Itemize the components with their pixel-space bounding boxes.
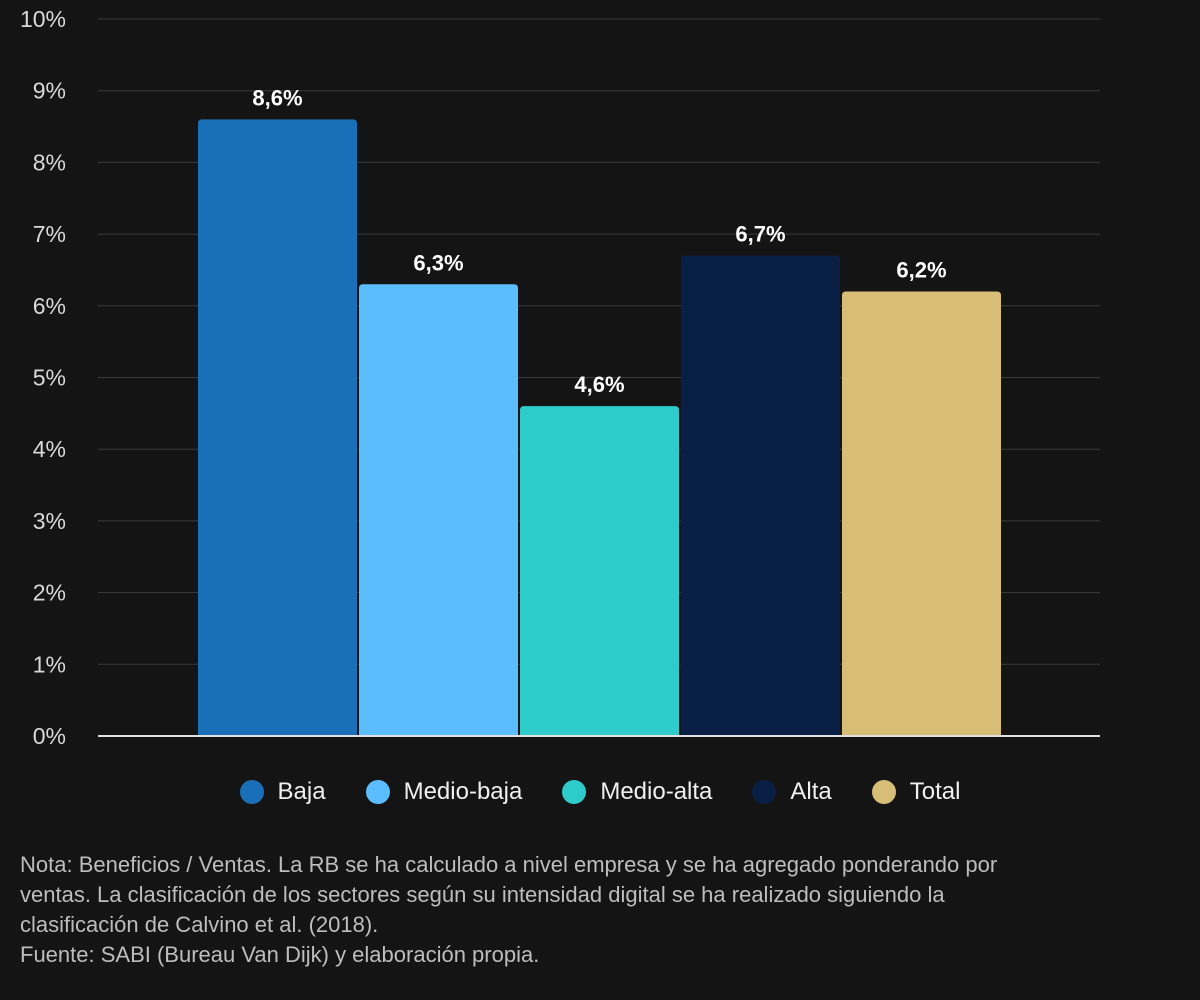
legend-item-medio-alta[interactable]: Medio-alta: [562, 778, 712, 806]
legend-label: Baja: [277, 778, 326, 805]
data-labels: 8,6% 6,3% 4,6% 6,7% 6,2%: [252, 85, 946, 397]
y-tick-label: 9%: [33, 78, 66, 104]
y-tick-label: 5%: [33, 365, 66, 391]
y-tick-label: 6%: [33, 293, 66, 319]
y-tick-label: 1%: [33, 651, 66, 677]
legend-item-total[interactable]: Total: [871, 778, 961, 806]
y-tick-label: 3%: [33, 508, 66, 534]
legend-label: Alta: [790, 778, 832, 805]
legend-swatch: [752, 780, 777, 804]
y-tick-label: 2%: [33, 580, 66, 606]
bar-medio-baja[interactable]: [359, 284, 518, 736]
bars: [198, 119, 1001, 737]
bar-chart: 0% 1% 2% 3% 4% 5% 6% 7% 8% 9% 10% 8,6% 6,3% 4,6% 6,7%…: [20, 6, 1100, 749]
data-label: 4,6%: [574, 372, 624, 397]
legend-item-baja[interactable]: Baja: [239, 778, 326, 806]
data-label: 6,2%: [896, 257, 946, 282]
legend-swatch: [562, 780, 587, 804]
legend-label: Medio-baja: [403, 778, 523, 805]
note-line: clasificación de Calvino et al. (2018).: [20, 912, 379, 937]
legend-swatch: [871, 780, 896, 804]
source-line: Fuente: SABI (Bureau Van Dijk) y elabora…: [20, 942, 540, 967]
legend-swatch: [365, 780, 390, 804]
bar-medio-alta[interactable]: [520, 406, 679, 736]
data-label: 6,3%: [413, 250, 463, 275]
y-tick-label: 4%: [33, 436, 66, 462]
bar-total[interactable]: [842, 291, 1001, 736]
legend: Baja Medio-baja Medio-alta Alta Total: [0, 775, 1200, 809]
y-tick-label: 0%: [33, 723, 66, 749]
legend-item-alta[interactable]: Alta: [752, 778, 832, 806]
legend-item-medio-baja[interactable]: Medio-baja: [365, 778, 523, 806]
note-line: ventas. La clasificación de los sectores…: [20, 882, 945, 907]
y-tick-label: 7%: [33, 221, 66, 247]
data-label: 6,7%: [735, 222, 785, 247]
y-tick-label: 10%: [20, 6, 66, 32]
data-label: 8,6%: [252, 85, 302, 110]
chart-note: Nota: Beneficios / Ventas. La RB se ha c…: [20, 850, 1190, 970]
y-axis-ticks: 0% 1% 2% 3% 4% 5% 6% 7% 8% 9% 10%: [20, 6, 66, 749]
note-line: Nota: Beneficios / Ventas. La RB se ha c…: [20, 852, 998, 877]
legend-label: Medio-alta: [600, 778, 713, 805]
legend-label: Total: [909, 778, 961, 805]
bar-baja[interactable]: [198, 119, 357, 736]
y-tick-label: 8%: [33, 149, 66, 175]
bar-alta[interactable]: [681, 255, 840, 737]
legend-swatch: [239, 780, 264, 804]
